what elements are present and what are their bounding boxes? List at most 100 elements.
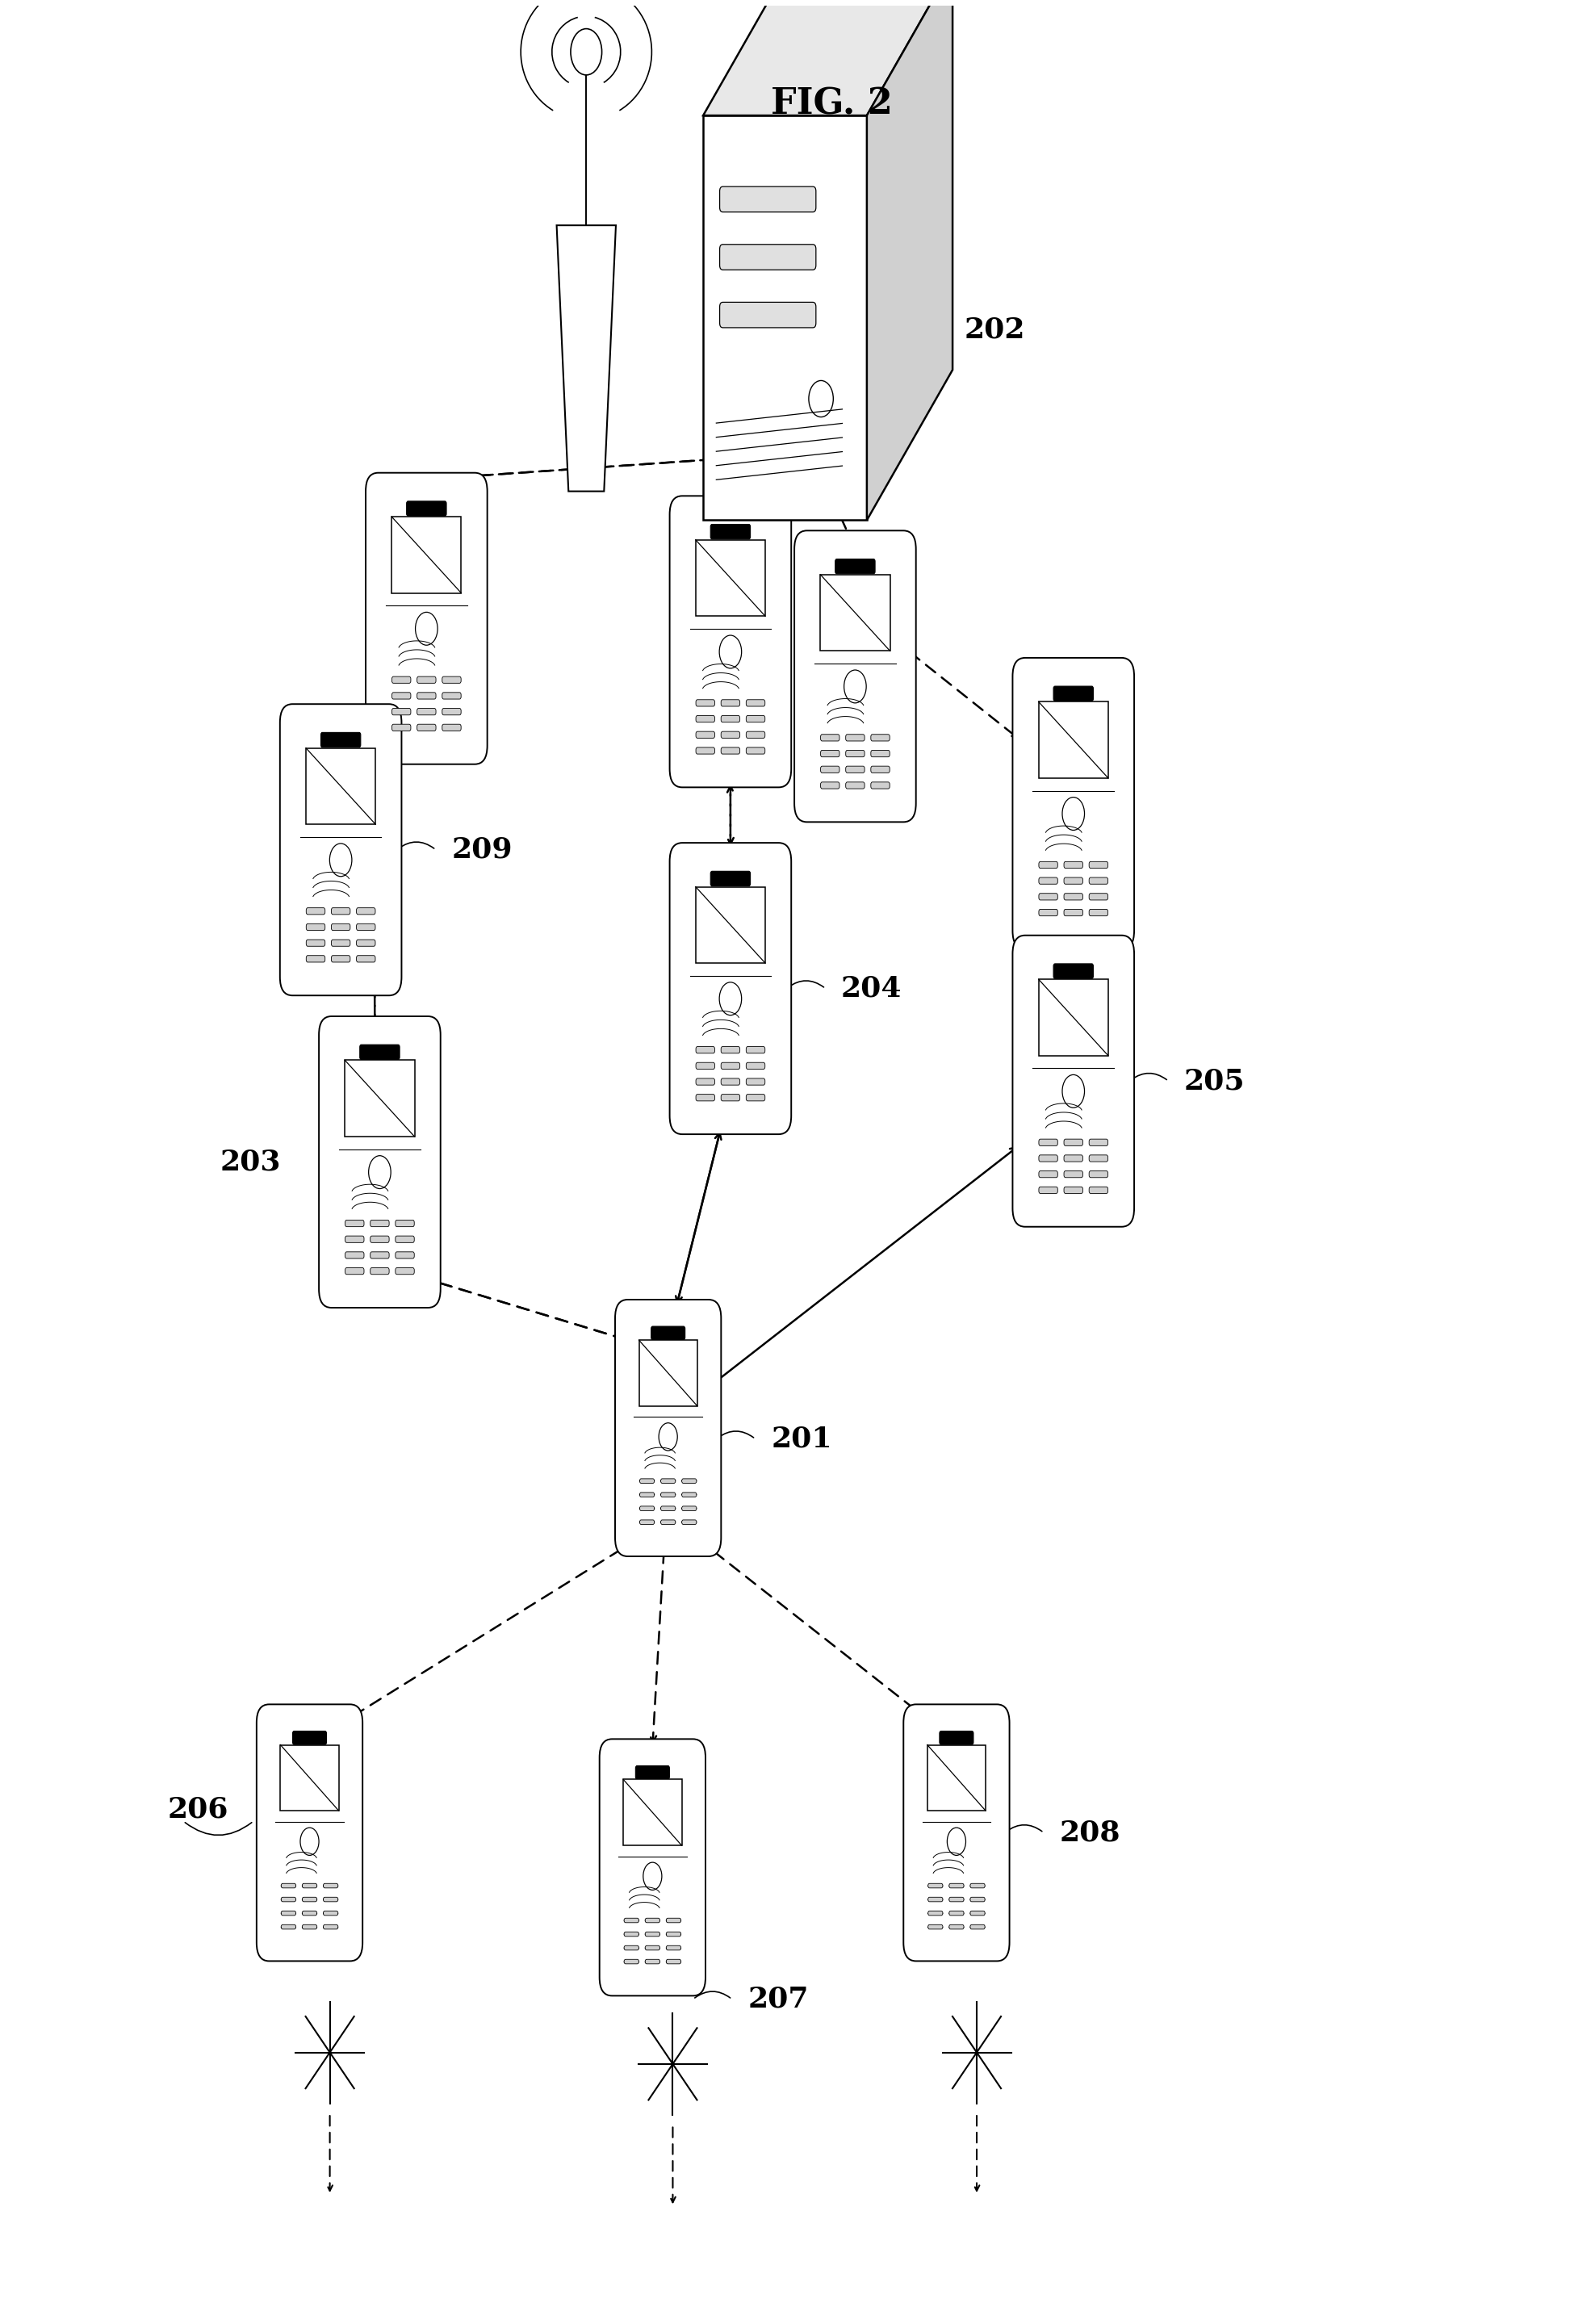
FancyBboxPatch shape	[696, 700, 714, 706]
Circle shape	[719, 634, 741, 669]
Circle shape	[570, 28, 601, 74]
FancyBboxPatch shape	[928, 1910, 944, 1915]
FancyBboxPatch shape	[661, 1478, 675, 1483]
FancyBboxPatch shape	[392, 693, 411, 700]
FancyBboxPatch shape	[721, 1046, 739, 1053]
FancyBboxPatch shape	[903, 1703, 1010, 1961]
FancyBboxPatch shape	[696, 1095, 714, 1102]
FancyBboxPatch shape	[345, 1220, 364, 1227]
FancyBboxPatch shape	[681, 1506, 697, 1511]
FancyBboxPatch shape	[652, 1327, 685, 1339]
FancyBboxPatch shape	[666, 1931, 681, 1936]
FancyBboxPatch shape	[948, 1896, 964, 1901]
FancyBboxPatch shape	[1039, 892, 1058, 899]
FancyBboxPatch shape	[1053, 686, 1093, 702]
FancyBboxPatch shape	[696, 748, 714, 753]
Circle shape	[947, 1827, 966, 1855]
FancyBboxPatch shape	[319, 1016, 441, 1308]
FancyBboxPatch shape	[1039, 978, 1108, 1055]
FancyBboxPatch shape	[970, 1882, 984, 1887]
FancyBboxPatch shape	[623, 1917, 639, 1922]
FancyBboxPatch shape	[1090, 1171, 1108, 1178]
FancyBboxPatch shape	[696, 539, 765, 616]
Circle shape	[369, 1155, 391, 1188]
FancyBboxPatch shape	[871, 783, 890, 788]
FancyBboxPatch shape	[721, 1078, 739, 1085]
FancyBboxPatch shape	[948, 1882, 964, 1887]
FancyBboxPatch shape	[1090, 1139, 1108, 1146]
FancyBboxPatch shape	[1013, 934, 1134, 1227]
FancyBboxPatch shape	[345, 1060, 414, 1136]
FancyBboxPatch shape	[746, 700, 765, 706]
FancyBboxPatch shape	[970, 1924, 984, 1929]
Text: 203: 203	[220, 1148, 281, 1176]
FancyBboxPatch shape	[345, 1236, 364, 1243]
FancyBboxPatch shape	[681, 1478, 697, 1483]
FancyBboxPatch shape	[645, 1931, 659, 1936]
FancyBboxPatch shape	[696, 1046, 714, 1053]
FancyBboxPatch shape	[371, 1253, 389, 1260]
Text: 206: 206	[168, 1796, 229, 1824]
FancyBboxPatch shape	[407, 502, 446, 516]
FancyBboxPatch shape	[320, 732, 361, 748]
FancyBboxPatch shape	[721, 748, 739, 753]
FancyBboxPatch shape	[443, 709, 462, 716]
FancyBboxPatch shape	[696, 732, 714, 739]
FancyBboxPatch shape	[696, 716, 714, 723]
FancyBboxPatch shape	[371, 1236, 389, 1243]
FancyBboxPatch shape	[281, 1745, 339, 1810]
Circle shape	[659, 1422, 677, 1450]
Polygon shape	[557, 225, 615, 490]
Text: FIG. 2: FIG. 2	[771, 86, 893, 121]
FancyBboxPatch shape	[639, 1492, 655, 1497]
FancyBboxPatch shape	[301, 1882, 317, 1887]
FancyBboxPatch shape	[670, 844, 791, 1134]
Circle shape	[719, 983, 741, 1016]
FancyBboxPatch shape	[281, 1896, 295, 1901]
FancyBboxPatch shape	[345, 1253, 364, 1260]
FancyBboxPatch shape	[661, 1506, 675, 1511]
FancyBboxPatch shape	[1064, 909, 1083, 916]
FancyBboxPatch shape	[356, 955, 375, 962]
Text: 209: 209	[452, 837, 512, 865]
FancyBboxPatch shape	[721, 700, 739, 706]
FancyBboxPatch shape	[301, 1924, 317, 1929]
Polygon shape	[703, 116, 867, 521]
FancyBboxPatch shape	[821, 734, 840, 741]
FancyBboxPatch shape	[645, 1945, 659, 1950]
FancyBboxPatch shape	[301, 1910, 317, 1915]
FancyBboxPatch shape	[661, 1520, 675, 1525]
FancyBboxPatch shape	[871, 767, 890, 774]
FancyBboxPatch shape	[928, 1745, 986, 1810]
FancyBboxPatch shape	[356, 909, 375, 913]
FancyBboxPatch shape	[970, 1896, 984, 1901]
FancyBboxPatch shape	[681, 1492, 697, 1497]
FancyBboxPatch shape	[1064, 1188, 1083, 1195]
FancyBboxPatch shape	[615, 1299, 721, 1557]
FancyBboxPatch shape	[331, 923, 350, 930]
FancyBboxPatch shape	[323, 1924, 338, 1929]
FancyBboxPatch shape	[371, 1269, 389, 1274]
Polygon shape	[867, 0, 953, 521]
FancyBboxPatch shape	[623, 1931, 639, 1936]
FancyBboxPatch shape	[639, 1478, 655, 1483]
Circle shape	[809, 381, 834, 416]
FancyBboxPatch shape	[418, 676, 436, 683]
FancyBboxPatch shape	[661, 1492, 675, 1497]
FancyBboxPatch shape	[1090, 878, 1108, 883]
Circle shape	[845, 669, 867, 702]
FancyBboxPatch shape	[846, 751, 865, 758]
FancyBboxPatch shape	[418, 725, 436, 730]
FancyBboxPatch shape	[600, 1738, 705, 1996]
FancyBboxPatch shape	[292, 1731, 327, 1745]
FancyBboxPatch shape	[711, 872, 750, 885]
FancyBboxPatch shape	[681, 1520, 697, 1525]
FancyBboxPatch shape	[948, 1924, 964, 1929]
FancyBboxPatch shape	[623, 1780, 681, 1845]
FancyBboxPatch shape	[281, 1924, 295, 1929]
FancyBboxPatch shape	[256, 1703, 363, 1961]
FancyBboxPatch shape	[1039, 909, 1058, 916]
Polygon shape	[703, 0, 953, 116]
FancyBboxPatch shape	[443, 676, 462, 683]
Circle shape	[1063, 797, 1085, 830]
